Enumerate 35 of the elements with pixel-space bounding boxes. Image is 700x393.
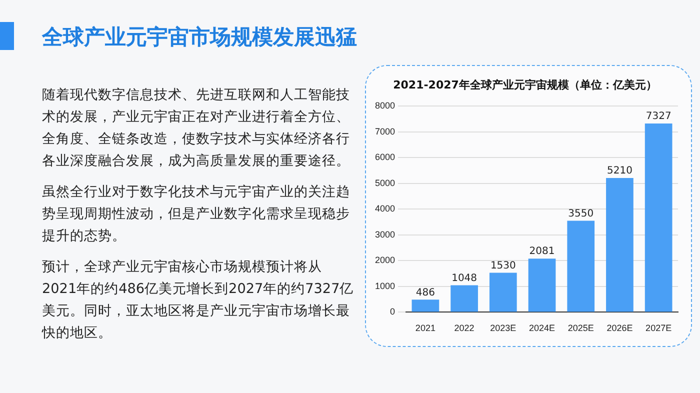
- data-label: 3550: [568, 208, 594, 220]
- text: 虽然全行业对于数字化技术与元宇宙产业的关注趋势呈现周期性波动，但是产业数字化需求呈现稳步提升的态势。: [42, 183, 351, 246]
- x-tick-label: 2027E: [646, 323, 672, 334]
- data-label: 1048: [452, 272, 478, 284]
- y-tick-label: 0: [390, 306, 396, 317]
- bar: [606, 178, 634, 312]
- y-tick-label: 1000: [374, 280, 396, 291]
- text: 随着现代数字信息技术、先进互联网和人工智能技术的发展，产业元宇宙正在对产业进行着全方位、全角度、全链条改造，使数字技术与实体经济各行各业深度融合发展，成为高质量发展的重要途径。: [42, 86, 351, 171]
- y-tick-label: 2000: [374, 255, 396, 266]
- data-label: 7327: [646, 111, 672, 122]
- y-tick-label: 3000: [374, 229, 396, 240]
- y-tick-label: 6000: [374, 152, 396, 162]
- x-tick-label: 2024E: [528, 323, 556, 334]
- x-tick-label: 2025E: [568, 323, 594, 334]
- x-tick-label: 2021: [415, 323, 436, 334]
- bar: [489, 272, 517, 312]
- y-tick-label: 7000: [374, 126, 396, 136]
- bar: [567, 220, 595, 312]
- y-tick-label: 8000: [374, 100, 396, 111]
- text: 预计，全球产业元宇宙核心市场规模预计将从2021年的约486亿美元增长到2027年的约7327亿美元。同时，亚太地区将是产业元宇宙市场增长最快的地区。: [42, 258, 354, 343]
- data-label: 1530: [490, 260, 516, 272]
- data-label: 486: [416, 287, 435, 298]
- bar: [450, 285, 478, 312]
- data-label: 2081: [529, 246, 555, 258]
- chart-subtitle: 2021-2027年全球产业元宇宙规模（单位：亿美元）: [393, 78, 657, 92]
- y-tick-label: 4000: [374, 204, 396, 214]
- bar: [528, 258, 556, 312]
- bar: [412, 300, 440, 312]
- x-tick-label: 2022: [454, 323, 474, 334]
- x-tick-label: 2026E: [606, 323, 633, 334]
- y-tick-label: 5000: [374, 178, 396, 188]
- bar: [644, 124, 672, 312]
- x-tick-label: 2023E: [490, 323, 516, 334]
- data-label: 5210: [606, 166, 632, 177]
- text: 全球产业元宇宙市场规模发展迅猛: [42, 24, 357, 51]
